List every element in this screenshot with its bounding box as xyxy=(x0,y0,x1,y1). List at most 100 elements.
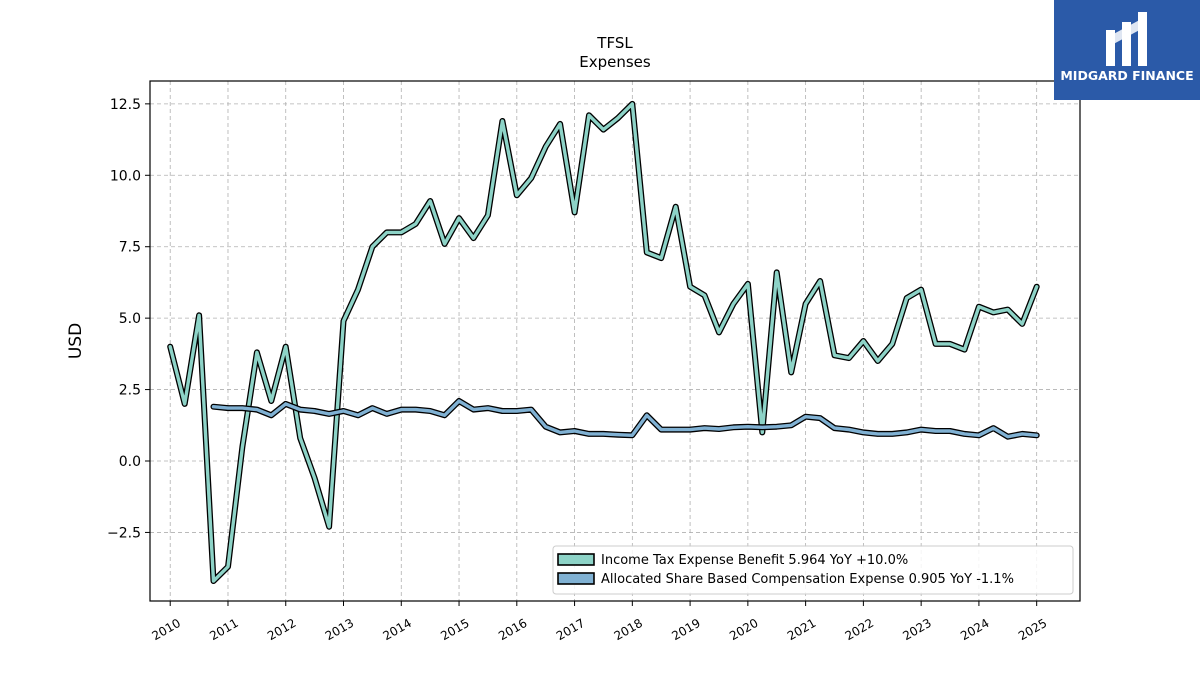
series-0-point xyxy=(211,579,216,584)
y-axis-label: USD xyxy=(66,323,86,359)
chart-title: TFSL xyxy=(596,34,633,52)
series-1-point xyxy=(731,425,736,430)
series-1-point xyxy=(601,431,606,436)
series-0-point xyxy=(471,236,476,241)
series-1-point xyxy=(688,427,693,432)
series-0-point xyxy=(558,121,563,126)
series-1-line xyxy=(211,399,1039,439)
series-1-point xyxy=(283,401,288,406)
series-0-point xyxy=(298,436,303,441)
series-1-point xyxy=(298,407,303,412)
series-1-point xyxy=(269,413,274,418)
series-0-point xyxy=(442,241,447,246)
y-tick-label: 2.5 xyxy=(119,383,141,399)
x-tick-label: 2012 xyxy=(265,616,298,643)
series-0-point xyxy=(240,444,245,449)
series-0-point xyxy=(962,347,967,352)
series-1-point xyxy=(572,429,577,434)
series-0-point xyxy=(861,339,866,344)
x-axis: 2010 2011 2012 2013 2014 2015 2016 2017 2018 2019… xyxy=(149,601,1049,643)
series-0-point xyxy=(630,101,635,106)
series-1-point xyxy=(211,404,216,409)
x-tick-label: 2010 xyxy=(149,616,182,643)
series-0-point xyxy=(875,359,880,364)
series-0-point xyxy=(774,270,779,275)
x-tick-label: 2022 xyxy=(843,616,876,643)
series-0-point xyxy=(601,127,606,132)
series-1-point xyxy=(644,413,649,418)
series-lines xyxy=(167,100,1040,584)
brand-logo-mark-icon xyxy=(1106,12,1147,66)
series-0-point xyxy=(543,144,548,149)
series-0-point xyxy=(803,301,808,306)
series-1-point xyxy=(717,427,722,432)
x-tick-label: 2020 xyxy=(727,616,760,643)
series-0-point xyxy=(904,296,909,301)
series-0-point xyxy=(370,244,375,249)
series-0-point xyxy=(587,113,592,118)
series-0-point xyxy=(1034,284,1039,289)
series-1-point xyxy=(832,426,837,431)
series-1-point xyxy=(991,426,996,431)
x-tick-label: 2024 xyxy=(958,616,991,643)
chart-subtitle: Expenses xyxy=(579,53,651,71)
series-0-point xyxy=(226,564,231,569)
legend: Income Tax Expense Benefit 5.964 YoY +10… xyxy=(552,545,1074,595)
series-0-point xyxy=(615,116,620,121)
series-1-point xyxy=(760,425,765,430)
series-1-point xyxy=(370,406,375,411)
series-1-point xyxy=(384,411,389,416)
series-0-point xyxy=(254,350,259,355)
series-1-point xyxy=(890,431,895,436)
series-0-point xyxy=(283,344,288,349)
x-tick-label: 2021 xyxy=(785,616,818,643)
series-0-point xyxy=(976,304,981,309)
series-1-point xyxy=(327,411,332,416)
series-1-point xyxy=(341,409,346,414)
series-1-point xyxy=(514,409,519,414)
series-0-point xyxy=(991,310,996,315)
series-0-line xyxy=(168,102,1039,583)
legend-swatch-0 xyxy=(557,553,595,566)
series-1-point xyxy=(226,406,231,411)
y-tick-label: 0.0 xyxy=(119,454,141,470)
brand-logo: MIDGARD FINANCE xyxy=(1054,0,1200,100)
series-1-point xyxy=(933,429,938,434)
series-0-point xyxy=(933,341,938,346)
brand-name: MIDGARD FINANCE xyxy=(1060,68,1194,83)
x-tick-label: 2013 xyxy=(323,616,356,643)
series-0-point xyxy=(890,341,895,346)
series-0-point xyxy=(818,279,823,284)
series-1-point xyxy=(1020,431,1025,436)
x-tick-label: 2017 xyxy=(554,616,587,643)
series-1-point xyxy=(630,433,635,438)
series-1-point xyxy=(803,414,808,419)
series-0-point xyxy=(659,256,664,261)
series-1-point xyxy=(861,430,866,435)
series-1-point xyxy=(789,423,794,428)
series-1-point xyxy=(673,427,678,432)
series-1-point xyxy=(240,406,245,411)
series-0-point xyxy=(341,319,346,324)
series-0-point xyxy=(197,313,202,318)
series-1-point xyxy=(312,409,317,414)
series-0-point xyxy=(702,293,707,298)
series-0-point xyxy=(572,210,577,215)
series-1-point xyxy=(529,407,534,412)
grid-lines xyxy=(150,81,1080,601)
series-1-point xyxy=(413,407,418,412)
series-1-point xyxy=(428,409,433,414)
series-1-point xyxy=(558,430,563,435)
series-1-point xyxy=(948,429,953,434)
series-1-point xyxy=(774,424,779,429)
x-tick-label: 2014 xyxy=(381,616,414,643)
legend-box xyxy=(552,545,1074,595)
series-0-point xyxy=(269,399,274,404)
series-1-point xyxy=(356,413,361,418)
series-0-point xyxy=(500,119,505,124)
series-1-point xyxy=(745,424,750,429)
series-1-point xyxy=(615,432,620,437)
series-0-point xyxy=(731,301,736,306)
series-0-point xyxy=(327,524,332,529)
